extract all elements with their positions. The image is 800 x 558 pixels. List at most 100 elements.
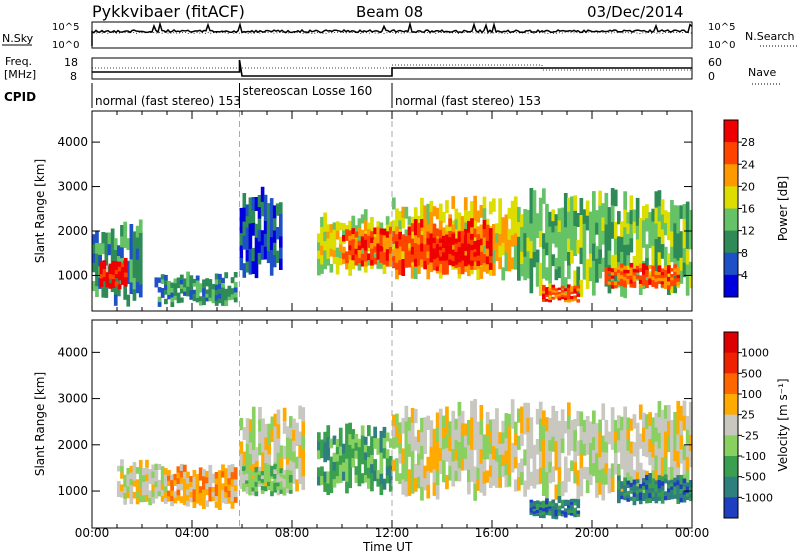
data-cell — [370, 454, 374, 465]
data-cell — [413, 266, 418, 279]
data-cell — [632, 277, 637, 282]
data-cell — [451, 249, 456, 256]
data-cell — [492, 198, 496, 212]
data-cell — [660, 274, 665, 279]
data-cell — [432, 247, 437, 254]
data-cell — [635, 435, 640, 448]
data-cell — [467, 456, 471, 470]
data-cell — [217, 496, 222, 504]
data-cell — [348, 249, 352, 255]
data-cell — [501, 242, 506, 256]
data-cell — [288, 474, 293, 479]
data-cell — [654, 480, 659, 485]
data-cell — [663, 418, 668, 432]
data-cell — [123, 486, 127, 493]
data-cell — [360, 425, 365, 436]
data-cell — [588, 463, 593, 475]
data-cell — [457, 212, 462, 224]
data-cell — [517, 221, 521, 237]
y-tick-label: 4000 — [57, 345, 88, 359]
data-cell — [157, 490, 162, 497]
data-cell — [657, 483, 662, 489]
data-cell — [592, 277, 596, 296]
data-cell — [560, 221, 565, 236]
data-cell — [279, 445, 284, 458]
data-cell — [663, 444, 668, 458]
data-cell — [623, 265, 627, 270]
data-cell — [567, 238, 571, 252]
data-cell — [395, 267, 399, 280]
data-cell — [435, 238, 440, 244]
data-cell — [563, 193, 568, 211]
data-cell — [554, 268, 559, 281]
data-cell — [170, 282, 175, 288]
data-cell — [186, 500, 190, 507]
data-cell — [495, 460, 499, 475]
data-cell — [470, 254, 474, 261]
data-cell — [663, 269, 668, 274]
data-cell — [367, 425, 371, 437]
data-cell — [620, 416, 624, 431]
data-cell — [276, 485, 281, 491]
data-cell — [357, 252, 362, 262]
data-cell — [392, 237, 396, 244]
data-cell — [451, 423, 456, 437]
data-cell — [567, 499, 571, 503]
data-cell — [482, 434, 487, 448]
data-cell — [492, 224, 496, 238]
data-cell — [227, 289, 232, 294]
data-cell — [176, 489, 181, 496]
data-cell — [538, 514, 543, 518]
data-cell — [208, 289, 213, 295]
data-cell — [317, 250, 321, 259]
data-cell — [273, 473, 277, 479]
data-cell — [657, 220, 662, 237]
data-cell — [301, 448, 306, 463]
data-region — [92, 219, 143, 307]
data-cell — [186, 488, 190, 496]
data-cell — [270, 429, 275, 442]
data-cell — [367, 446, 371, 458]
colorbar-swatch — [724, 497, 738, 519]
data-cell — [570, 460, 574, 472]
data-cell — [335, 265, 340, 275]
data-cell — [601, 403, 606, 421]
data-cell — [255, 447, 259, 461]
data-cell — [221, 470, 225, 478]
data-cell — [357, 235, 362, 245]
data-cell — [186, 494, 190, 501]
data-cell — [120, 246, 124, 259]
data-cell — [660, 433, 665, 446]
data-cell — [557, 505, 562, 510]
data-cell — [186, 271, 190, 277]
data-cell — [117, 465, 121, 472]
data-cell — [329, 483, 334, 494]
data-cell — [535, 509, 540, 513]
data-cell — [488, 255, 493, 264]
data-cell — [401, 234, 406, 244]
data-cell — [651, 482, 656, 488]
data-cell — [529, 504, 534, 508]
data-cell — [535, 261, 540, 275]
data-cell — [676, 232, 681, 247]
colorbar-swatch — [724, 332, 738, 354]
data-cell — [138, 271, 143, 285]
data-cell — [342, 452, 346, 463]
data-cell — [404, 206, 409, 219]
colorbar-tick-label: 12 — [741, 225, 755, 238]
data-cell — [92, 243, 96, 254]
data-cell — [570, 504, 574, 508]
data-cell — [260, 471, 265, 476]
data-cell — [598, 263, 602, 279]
data-cell — [163, 468, 168, 475]
data-cell — [676, 219, 681, 234]
data-cell — [545, 498, 549, 502]
data-cell — [379, 251, 384, 258]
data-cell — [685, 456, 690, 471]
data-cell — [685, 217, 690, 234]
y-tick-label: 1000 — [57, 484, 88, 498]
cpid-label: CPID — [4, 90, 36, 104]
data-cell — [208, 472, 213, 480]
data-cell — [570, 249, 574, 264]
data-cell — [454, 255, 459, 261]
